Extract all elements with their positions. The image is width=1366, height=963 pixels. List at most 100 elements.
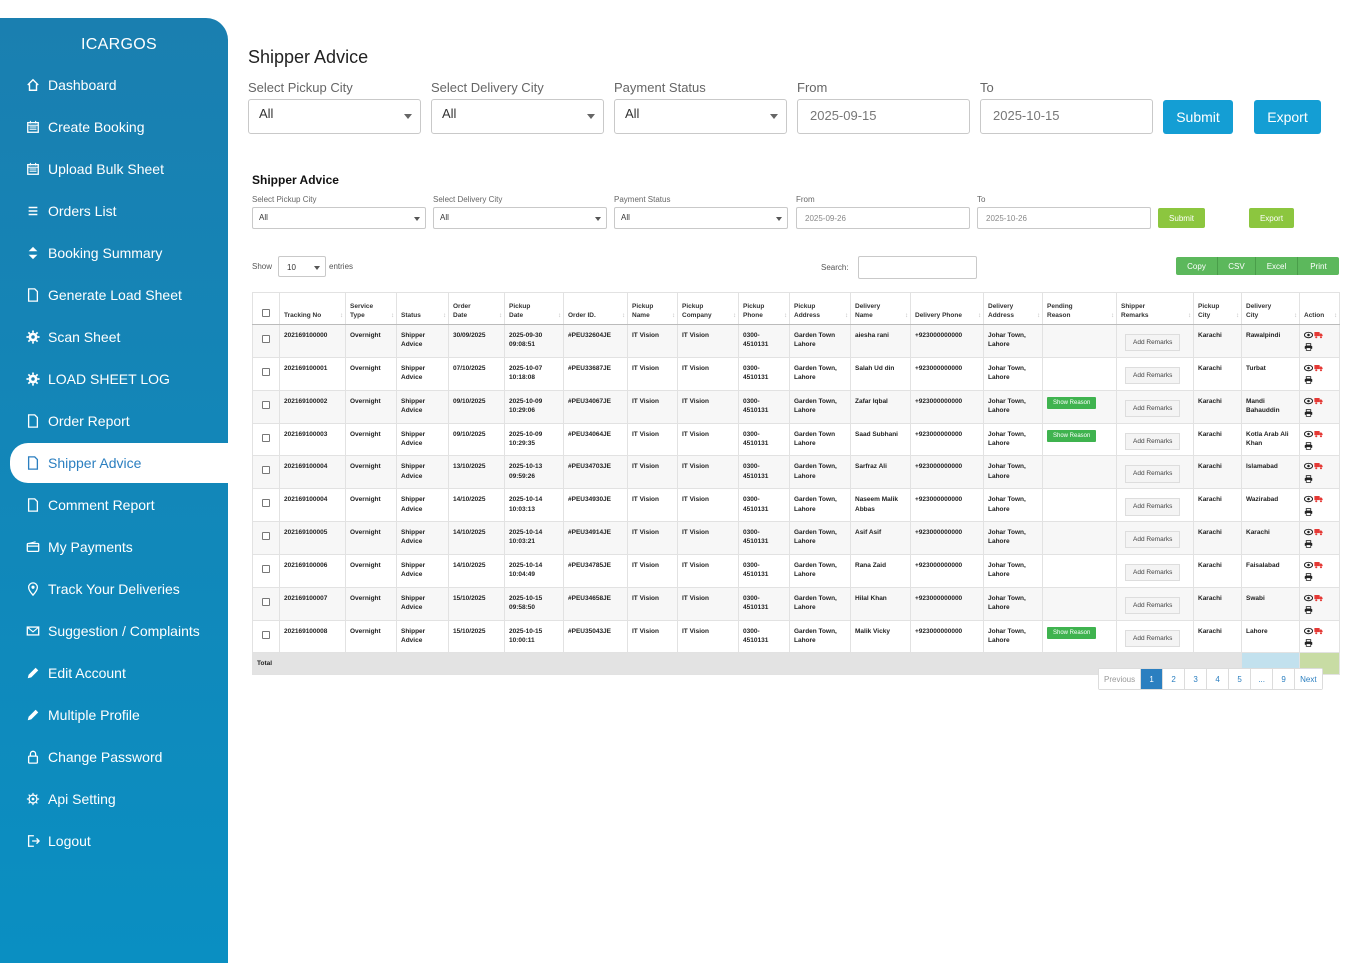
row-checkbox[interactable] bbox=[262, 400, 270, 409]
sidebar-item-comment-report[interactable]: Comment Report bbox=[10, 485, 228, 525]
csv-button[interactable]: CSV bbox=[1218, 257, 1256, 275]
add-remarks-button[interactable]: Add Remarks bbox=[1125, 399, 1181, 418]
column-header-pickup-date[interactable]: Pickup Date ↕ bbox=[504, 292, 564, 325]
truck-icon[interactable] bbox=[1314, 364, 1323, 375]
page-button-4[interactable]: 4 bbox=[1207, 669, 1230, 689]
sidebar-item-track-your-deliveries[interactable]: Track Your Deliveries bbox=[10, 569, 228, 609]
add-remarks-button[interactable]: Add Remarks bbox=[1125, 531, 1181, 549]
truck-icon[interactable] bbox=[1314, 594, 1323, 605]
submit-button[interactable]: Submit bbox=[1163, 100, 1233, 134]
inner-payment-status-select[interactable]: All bbox=[614, 207, 788, 229]
row-checkbox[interactable] bbox=[262, 532, 270, 541]
row-checkbox[interactable] bbox=[262, 597, 270, 606]
sidebar-item-suggestion-complaints[interactable]: Suggestion / Complaints bbox=[10, 611, 228, 651]
add-remarks-button[interactable]: Add Remarks bbox=[1125, 432, 1181, 450]
column-header-action[interactable]: Action ↕ bbox=[1299, 292, 1340, 325]
sidebar-item-generate-load-sheet[interactable]: Generate Load Sheet bbox=[10, 275, 228, 315]
copy-button[interactable]: Copy bbox=[1176, 257, 1218, 275]
column-header-order-id[interactable]: Order ID. ↕ bbox=[563, 292, 628, 325]
eye-icon[interactable] bbox=[1303, 462, 1314, 473]
print-icon[interactable] bbox=[1304, 442, 1313, 453]
add-remarks-button[interactable]: Add Remarks bbox=[1125, 465, 1181, 483]
payment-status-select[interactable]: All bbox=[614, 99, 787, 134]
sidebar-item-orders-list[interactable]: Orders List bbox=[10, 191, 228, 231]
print-icon[interactable] bbox=[1304, 507, 1313, 519]
eye-icon[interactable] bbox=[1303, 561, 1314, 572]
next-page-button[interactable]: Next bbox=[1295, 669, 1322, 689]
inner-to-date-input[interactable]: 2025-10-26 bbox=[977, 207, 1151, 229]
truck-icon[interactable] bbox=[1314, 528, 1323, 539]
pickup-city-select[interactable]: All bbox=[248, 99, 421, 134]
sidebar-item-create-booking[interactable]: Create Booking bbox=[10, 107, 228, 147]
previous-page-button[interactable]: Previous bbox=[1099, 669, 1142, 689]
column-header-pickup-city[interactable]: Pickup City ↕ bbox=[1193, 292, 1242, 325]
export-button[interactable]: Export bbox=[1254, 100, 1321, 134]
column-header-tracking-no[interactable]: Tracking No ↕ bbox=[279, 292, 346, 325]
row-checkbox[interactable] bbox=[262, 466, 270, 475]
column-header-delivery-name[interactable]: Delivery Name ↕ bbox=[850, 292, 911, 325]
column-header-shipper-remarks[interactable]: Shipper Remarks ↕ bbox=[1116, 292, 1194, 325]
from-date-input[interactable]: 2025-09-15 bbox=[797, 99, 970, 134]
add-remarks-button[interactable]: Add Remarks bbox=[1125, 498, 1181, 516]
page-ellipsis[interactable]: ... bbox=[1251, 669, 1274, 689]
truck-icon[interactable] bbox=[1314, 397, 1323, 408]
eye-icon[interactable] bbox=[1303, 364, 1314, 375]
add-remarks-button[interactable]: Add Remarks bbox=[1125, 366, 1181, 385]
delivery-city-select[interactable]: All bbox=[431, 99, 604, 134]
truck-icon[interactable] bbox=[1314, 430, 1323, 441]
sidebar-item-logout[interactable]: Logout bbox=[10, 821, 228, 861]
inner-submit-button[interactable]: Submit bbox=[1158, 208, 1205, 228]
page-button-2[interactable]: 2 bbox=[1163, 669, 1186, 689]
column-header-order-date[interactable]: Order Date ↕ bbox=[448, 292, 505, 325]
print-icon[interactable] bbox=[1304, 409, 1313, 420]
print-icon[interactable] bbox=[1304, 639, 1313, 650]
sidebar-item-api-setting[interactable]: Api Setting bbox=[10, 779, 228, 819]
column-header-pending-reason[interactable]: Pending Reason ↕ bbox=[1042, 292, 1117, 325]
row-checkbox[interactable] bbox=[262, 367, 270, 376]
truck-icon[interactable] bbox=[1314, 561, 1323, 572]
truck-icon[interactable] bbox=[1314, 331, 1323, 342]
column-header-service-type[interactable]: Service Type ↕ bbox=[345, 292, 397, 325]
show-reason-button[interactable]: Show Reason bbox=[1047, 396, 1097, 410]
print-icon[interactable] bbox=[1304, 606, 1313, 617]
sidebar-item-load-sheet-log[interactable]: LOAD SHEET LOG bbox=[10, 359, 228, 399]
inner-from-date-input[interactable]: 2025-09-26 bbox=[796, 207, 970, 229]
eye-icon[interactable] bbox=[1303, 594, 1314, 605]
entries-select[interactable]: 10 bbox=[278, 256, 326, 277]
add-remarks-button[interactable]: Add Remarks bbox=[1125, 629, 1181, 648]
truck-icon[interactable] bbox=[1314, 462, 1323, 473]
to-date-input[interactable]: 2025-10-15 bbox=[980, 99, 1153, 134]
inner-delivery-city-select[interactable]: All bbox=[433, 207, 607, 229]
sidebar-item-dashboard[interactable]: Dashboard bbox=[10, 65, 228, 105]
eye-icon[interactable] bbox=[1303, 430, 1314, 441]
sidebar-item-edit-account[interactable]: Edit Account bbox=[10, 653, 228, 693]
inner-pickup-city-select[interactable]: All bbox=[252, 207, 426, 229]
sidebar-item-upload-bulk-sheet[interactable]: Upload Bulk Sheet bbox=[10, 149, 228, 189]
column-header-pickup-phone[interactable]: Pickup Phone ↕ bbox=[738, 292, 790, 325]
truck-icon[interactable] bbox=[1314, 495, 1323, 506]
row-checkbox[interactable] bbox=[262, 630, 270, 639]
select-all-checkbox[interactable] bbox=[262, 309, 270, 318]
add-remarks-button[interactable]: Add Remarks bbox=[1125, 563, 1181, 582]
column-header-pickup-name[interactable]: Pickup Name ↕ bbox=[627, 292, 678, 325]
sidebar-item-shipper-advice[interactable]: Shipper Advice bbox=[10, 443, 228, 483]
page-button-1[interactable]: 1 bbox=[1141, 669, 1164, 689]
print-icon[interactable] bbox=[1304, 540, 1313, 551]
row-checkbox[interactable] bbox=[262, 335, 270, 343]
sidebar-item-scan-sheet[interactable]: Scan Sheet bbox=[10, 317, 228, 357]
page-button-3[interactable]: 3 bbox=[1185, 669, 1208, 689]
show-reason-button[interactable]: Show Reason bbox=[1047, 429, 1097, 443]
column-header-delivery-city[interactable]: Delivery City ↕ bbox=[1241, 292, 1300, 325]
column-header-status[interactable]: Status ↕ bbox=[396, 292, 449, 325]
print-button[interactable]: Print bbox=[1298, 257, 1339, 275]
print-icon[interactable] bbox=[1304, 475, 1313, 486]
eye-icon[interactable] bbox=[1303, 495, 1314, 506]
excel-button[interactable]: Excel bbox=[1256, 257, 1298, 275]
column-header-delivery-address[interactable]: Delivery Address ↕ bbox=[983, 292, 1043, 325]
eye-icon[interactable] bbox=[1303, 331, 1314, 342]
inner-export-button[interactable]: Export bbox=[1249, 208, 1294, 228]
sidebar-item-order-report[interactable]: Order Report bbox=[10, 401, 228, 441]
page-button-9[interactable]: 9 bbox=[1273, 669, 1296, 689]
eye-icon[interactable] bbox=[1303, 627, 1314, 638]
sidebar-item-multiple-profile[interactable]: Multiple Profile bbox=[10, 695, 228, 735]
